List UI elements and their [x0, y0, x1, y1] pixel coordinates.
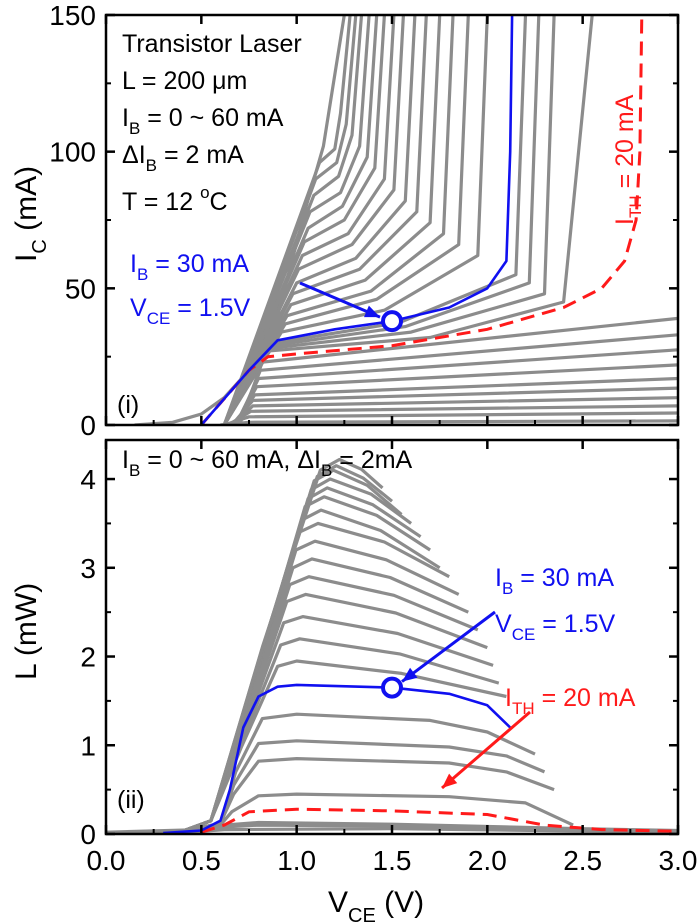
threshold-label-i: ITH = 20 mA — [611, 94, 645, 225]
x-tick-label: 1.5 — [373, 845, 412, 876]
gray-curve — [222, 15, 379, 425]
gray-curve — [222, 15, 417, 425]
threshold-arrow-ii-head — [442, 773, 458, 788]
panel-label-ii: (ii) — [117, 786, 145, 814]
y-tick-label: 50 — [65, 273, 96, 304]
highlight-ib-label: IB = 30 mA — [130, 250, 249, 284]
x-tick-label: 1.0 — [277, 845, 316, 876]
y-tick-label: 1 — [80, 730, 96, 761]
y-tick-label: 2 — [80, 642, 96, 673]
y-axis-label-ii: L (mW) — [10, 583, 43, 680]
y-tick-label: 100 — [49, 137, 96, 168]
x-tick-label: 3.0 — [659, 845, 698, 876]
x-tick-label: 2.5 — [563, 845, 602, 876]
gray-curve — [222, 15, 442, 425]
ib-range-label-ii: IB = 0 ~ 60 mA, ΔIB = 2mA — [122, 446, 413, 480]
title-line-1: Transistor Laser — [122, 30, 302, 58]
y-tick-label: 3 — [80, 553, 96, 584]
ib-range-label: IB = 0 ~ 60 mA — [122, 104, 284, 138]
delta-ib-label: ΔIB = 2 mA — [122, 141, 244, 175]
title-line-2: L = 200 μm — [122, 67, 247, 95]
y-tick-label: 4 — [80, 464, 96, 495]
panel-label-i: (i) — [117, 391, 139, 419]
y-tick-label: 0 — [80, 410, 96, 441]
highlight-curve — [163, 683, 512, 834]
panel-i-curves — [134, 15, 678, 425]
threshold-curve — [200, 15, 644, 425]
gray-curve — [222, 15, 396, 425]
highlight-arrow-i-head — [364, 305, 380, 318]
y-axis-label-i: IC (mA) — [10, 166, 51, 262]
temperature-label: T = 12 oC — [122, 183, 228, 216]
y-tick-label: 0 — [80, 819, 96, 850]
gray-curve — [181, 712, 536, 833]
highlight-vce-label-ii: VCE = 1.5V — [495, 610, 616, 644]
x-tick-label: 0.0 — [87, 845, 126, 876]
gray-curve — [181, 477, 413, 833]
x-tick-label: 2.0 — [468, 845, 507, 876]
x-tick-label: 0.5 — [182, 845, 221, 876]
gray-curve — [222, 15, 371, 425]
operating-point-marker — [381, 310, 403, 333]
y-tick-label: 150 — [49, 0, 96, 31]
axes: 0 50 100 150 0.0 0.5 1.0 1.5 2.0 2.5 3.0 0 1 2 3 4 — [49, 0, 697, 876]
gray-curve — [181, 457, 384, 833]
highlight-ib-label-ii: IB = 30 mA — [495, 564, 614, 598]
operating-point-marker — [381, 676, 403, 699]
gray-curve — [222, 15, 346, 425]
x-axis-label: VCE (V) — [328, 886, 424, 924]
highlight-arrow-ii-head — [402, 667, 418, 682]
gray-curve — [222, 15, 364, 425]
panel-ii-curves — [106, 457, 678, 834]
highlight-vce-label: VCE = 1.5V — [130, 294, 251, 328]
gray-curve — [181, 486, 422, 833]
gray-curve — [222, 15, 352, 425]
threshold-label-ii: ITH = 20 mA — [505, 684, 636, 718]
highlight-arrow-ii — [401, 610, 496, 683]
threshold-arrow-ii — [441, 710, 531, 790]
